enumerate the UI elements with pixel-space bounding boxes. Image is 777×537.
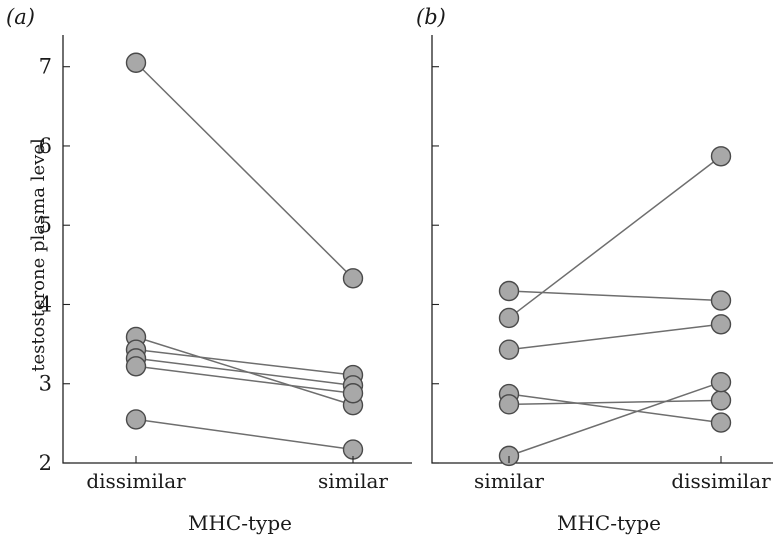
panel-b-pair-line-3 (508, 393, 722, 424)
panel-a-x-axis-label: MHC-type (188, 511, 292, 535)
panel-a-pair-line-2 (135, 348, 354, 376)
panel-b-y-ticks (432, 66, 439, 464)
panel-b-point-5-0 (498, 445, 520, 467)
panel-b-pair-line-4 (508, 399, 722, 406)
panel-b-point-4-1 (710, 390, 732, 411)
panel-b-label: (b) (416, 5, 446, 29)
panel-b-point-2-0 (498, 339, 520, 360)
panel-a-y-tick-label-3: 5 (39, 213, 52, 237)
panel-b-point-3-1 (710, 412, 732, 433)
panel-a-pair-line-4 (135, 365, 354, 394)
panel-a-point-4-1 (342, 383, 364, 404)
panel-a-y-tick-label-5: 7 (39, 55, 52, 79)
panel-b-point-0-1 (710, 290, 732, 311)
panel-b-pair-line-0 (508, 290, 722, 302)
panel-a-pair-line-1 (135, 336, 354, 406)
panel-b-pair-line-2 (508, 323, 722, 351)
panel-a-y-tick-label-0: 2 (39, 451, 52, 475)
panel-a-y-ticks: 2 3 4 5 6 7 (39, 55, 70, 475)
panel-a-pair-line-3 (135, 357, 354, 387)
panel-a-pair-line-0 (135, 62, 354, 279)
panel-a-point-5-0 (125, 409, 147, 430)
panel-a-y-axis-label: testosterone plasma level (28, 138, 49, 372)
panel-b-pair-line-1 (508, 155, 722, 319)
panel-b-x-categories: similar dissimilar (474, 456, 771, 493)
panel-b-point-1-1 (710, 146, 732, 167)
panel-a-y-tick-label-2: 4 (39, 292, 52, 316)
panel-a-x-category-0: dissimilar (86, 469, 186, 493)
panel-b: (b) similar dissimilar MHC-type (416, 5, 773, 535)
panel-b-point-0-0 (498, 280, 520, 302)
panel-a: (a) testosterone plasma level 2 3 4 5 6 7 dis… (6, 5, 412, 535)
panel-b-point-5-1 (710, 371, 732, 393)
panel-b-x-category-1: dissimilar (671, 469, 771, 493)
panel-a-y-tick-label-1: 3 (39, 372, 52, 396)
panel-a-point-4-0 (125, 356, 147, 377)
panel-a-point-0-0 (125, 52, 147, 73)
panel-b-pair-line-5 (508, 381, 722, 457)
panel-a-label: (a) (6, 5, 35, 29)
panel-b-x-category-0: similar (474, 469, 544, 493)
panel-a-point-0-1 (342, 268, 364, 289)
panel-b-x-axis-label: MHC-type (557, 511, 661, 535)
panel-a-pair-line-5 (135, 418, 354, 451)
panel-b-point-1-0 (498, 307, 520, 329)
panel-b-point-4-0 (498, 394, 520, 415)
panel-b-series (498, 146, 732, 467)
panel-a-series (125, 52, 364, 460)
panel-b-point-2-1 (710, 314, 732, 335)
panel-a-y-tick-label-4: 6 (39, 134, 52, 158)
panel-a-x-category-1: similar (318, 469, 388, 493)
panel-a-x-categories: dissimilar similar (86, 456, 388, 493)
